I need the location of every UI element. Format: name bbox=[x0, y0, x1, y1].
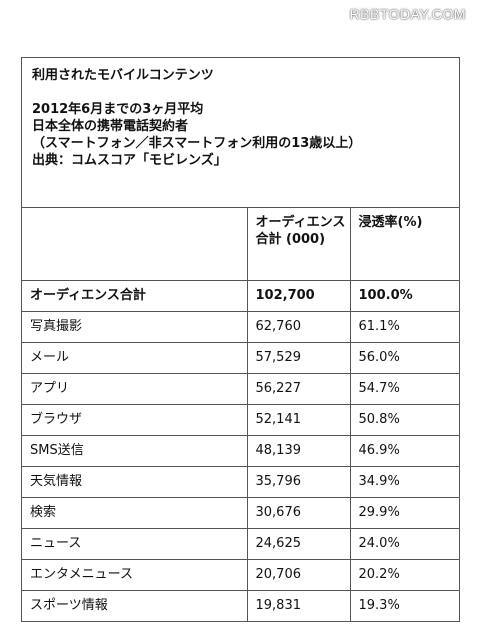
table-row: 天気情報 35,796 34.9% bbox=[22, 466, 459, 498]
table-cell-audience: 30,676 bbox=[247, 497, 351, 529]
subtitle-period: 2012年6月までの3ヶ月平均 bbox=[32, 102, 204, 117]
table-cell-penetration: 20.2% bbox=[350, 559, 459, 591]
table-cell-penetration: 19.3% bbox=[358, 597, 400, 613]
table-cell-label: アプリ bbox=[22, 373, 248, 405]
table-row: エンタメニュース 20,706 20.2% bbox=[22, 559, 459, 591]
table-cell-penetration: 34.9% bbox=[350, 466, 459, 498]
table-row: ブラウザ 52,141 50.8% bbox=[22, 404, 459, 436]
subtitle-population: 日本全体の携帯電話契約者 bbox=[32, 119, 189, 134]
table-row: アプリ 56,227 54.7% bbox=[22, 373, 459, 405]
table-cell-label: スポーツ情報 bbox=[22, 590, 248, 621]
table-cell-audience: 56,227 bbox=[247, 373, 351, 405]
subtitle-scope: （スマートフォン／非スマートフォン利用の13歳以上） bbox=[32, 136, 362, 151]
table-title: 利用されたモバイルコンテンツ bbox=[32, 68, 214, 83]
table-cell-label: 写真撮影 bbox=[22, 311, 248, 343]
table-row: メール 57,529 56.0% bbox=[22, 342, 459, 374]
table-cell-audience: 62,760 bbox=[247, 311, 351, 343]
table-cell-penetration: 100.0% bbox=[350, 280, 459, 312]
table-cell-penetration: 54.7% bbox=[350, 373, 459, 405]
table-cell-penetration: 29.9% bbox=[350, 497, 459, 529]
table-cell-audience: 19,831 bbox=[247, 590, 351, 621]
site-watermark: RBBTODAY.COM bbox=[349, 6, 466, 22]
table-body: オーディエンス合計 102,700 100.0% 写真撮影 62,760 61.1% メール… bbox=[22, 280, 459, 621]
table-row: スポーツ情報 19,831 19.3% bbox=[22, 590, 459, 621]
column-header-row: オーディエンス合計 (000) 浸透率(%) bbox=[22, 208, 459, 281]
table-cell-penetration: 50.8% bbox=[350, 404, 459, 436]
content-table-frame: 利用されたモバイルコンテンツ 2012年6月までの3ヶ月平均 日本全体の携帯電話… bbox=[21, 57, 460, 622]
data-table: オーディエンス合計 (000) 浸透率(%) オーディエンス合計 102,700 1… bbox=[22, 208, 459, 621]
table-row: 写真撮影 62,760 61.1% bbox=[22, 311, 459, 343]
table-row: ニュース 24,625 24.0% bbox=[22, 528, 459, 560]
table-cell-audience: 57,529 bbox=[247, 342, 351, 374]
table-cell-label: 天気情報 bbox=[22, 466, 248, 498]
table-row: オーディエンス合計 102,700 100.0% bbox=[22, 280, 459, 312]
table-cell-penetration: 61.1% bbox=[350, 311, 459, 343]
table-cell-audience: 52,141 bbox=[247, 404, 351, 436]
table-cell-label: ニュース bbox=[22, 528, 248, 560]
column-header-audience: オーディエンス合計 (000) bbox=[247, 208, 351, 281]
table-cell-penetration: 46.9% bbox=[350, 435, 459, 467]
table-cell-audience: 20,706 bbox=[247, 559, 351, 591]
table-cell-audience: 102,700 bbox=[247, 280, 351, 312]
table-cell-penetration: 56.0% bbox=[350, 342, 459, 374]
table-cell-label: 検索 bbox=[22, 497, 248, 529]
subtitle-source: 出典：コムスコア「モビレンズ」 bbox=[32, 153, 227, 168]
table-cell-penetration: 24.0% bbox=[350, 528, 459, 560]
table-cell-label: エンタメニュース bbox=[22, 559, 248, 591]
table-cell-audience: 48,139 bbox=[247, 435, 351, 467]
table-row: 検索 30,676 29.9% bbox=[22, 497, 459, 529]
table-cell-label: ブラウザ bbox=[22, 404, 248, 436]
table-row: SMS送信 48,139 46.9% bbox=[22, 435, 459, 467]
table-cell-label: SMS送信 bbox=[22, 435, 248, 467]
column-header-penetration: 浸透率(%) bbox=[350, 208, 459, 281]
table-cell-label: オーディエンス合計 bbox=[22, 280, 248, 312]
table-header-block: 利用されたモバイルコンテンツ 2012年6月までの3ヶ月平均 日本全体の携帯電話… bbox=[22, 58, 459, 208]
table-cell-audience: 24,625 bbox=[247, 528, 351, 560]
table-cell-audience: 35,796 bbox=[247, 466, 351, 498]
table-cell-label: メール bbox=[22, 342, 248, 374]
column-header-label bbox=[22, 208, 248, 281]
